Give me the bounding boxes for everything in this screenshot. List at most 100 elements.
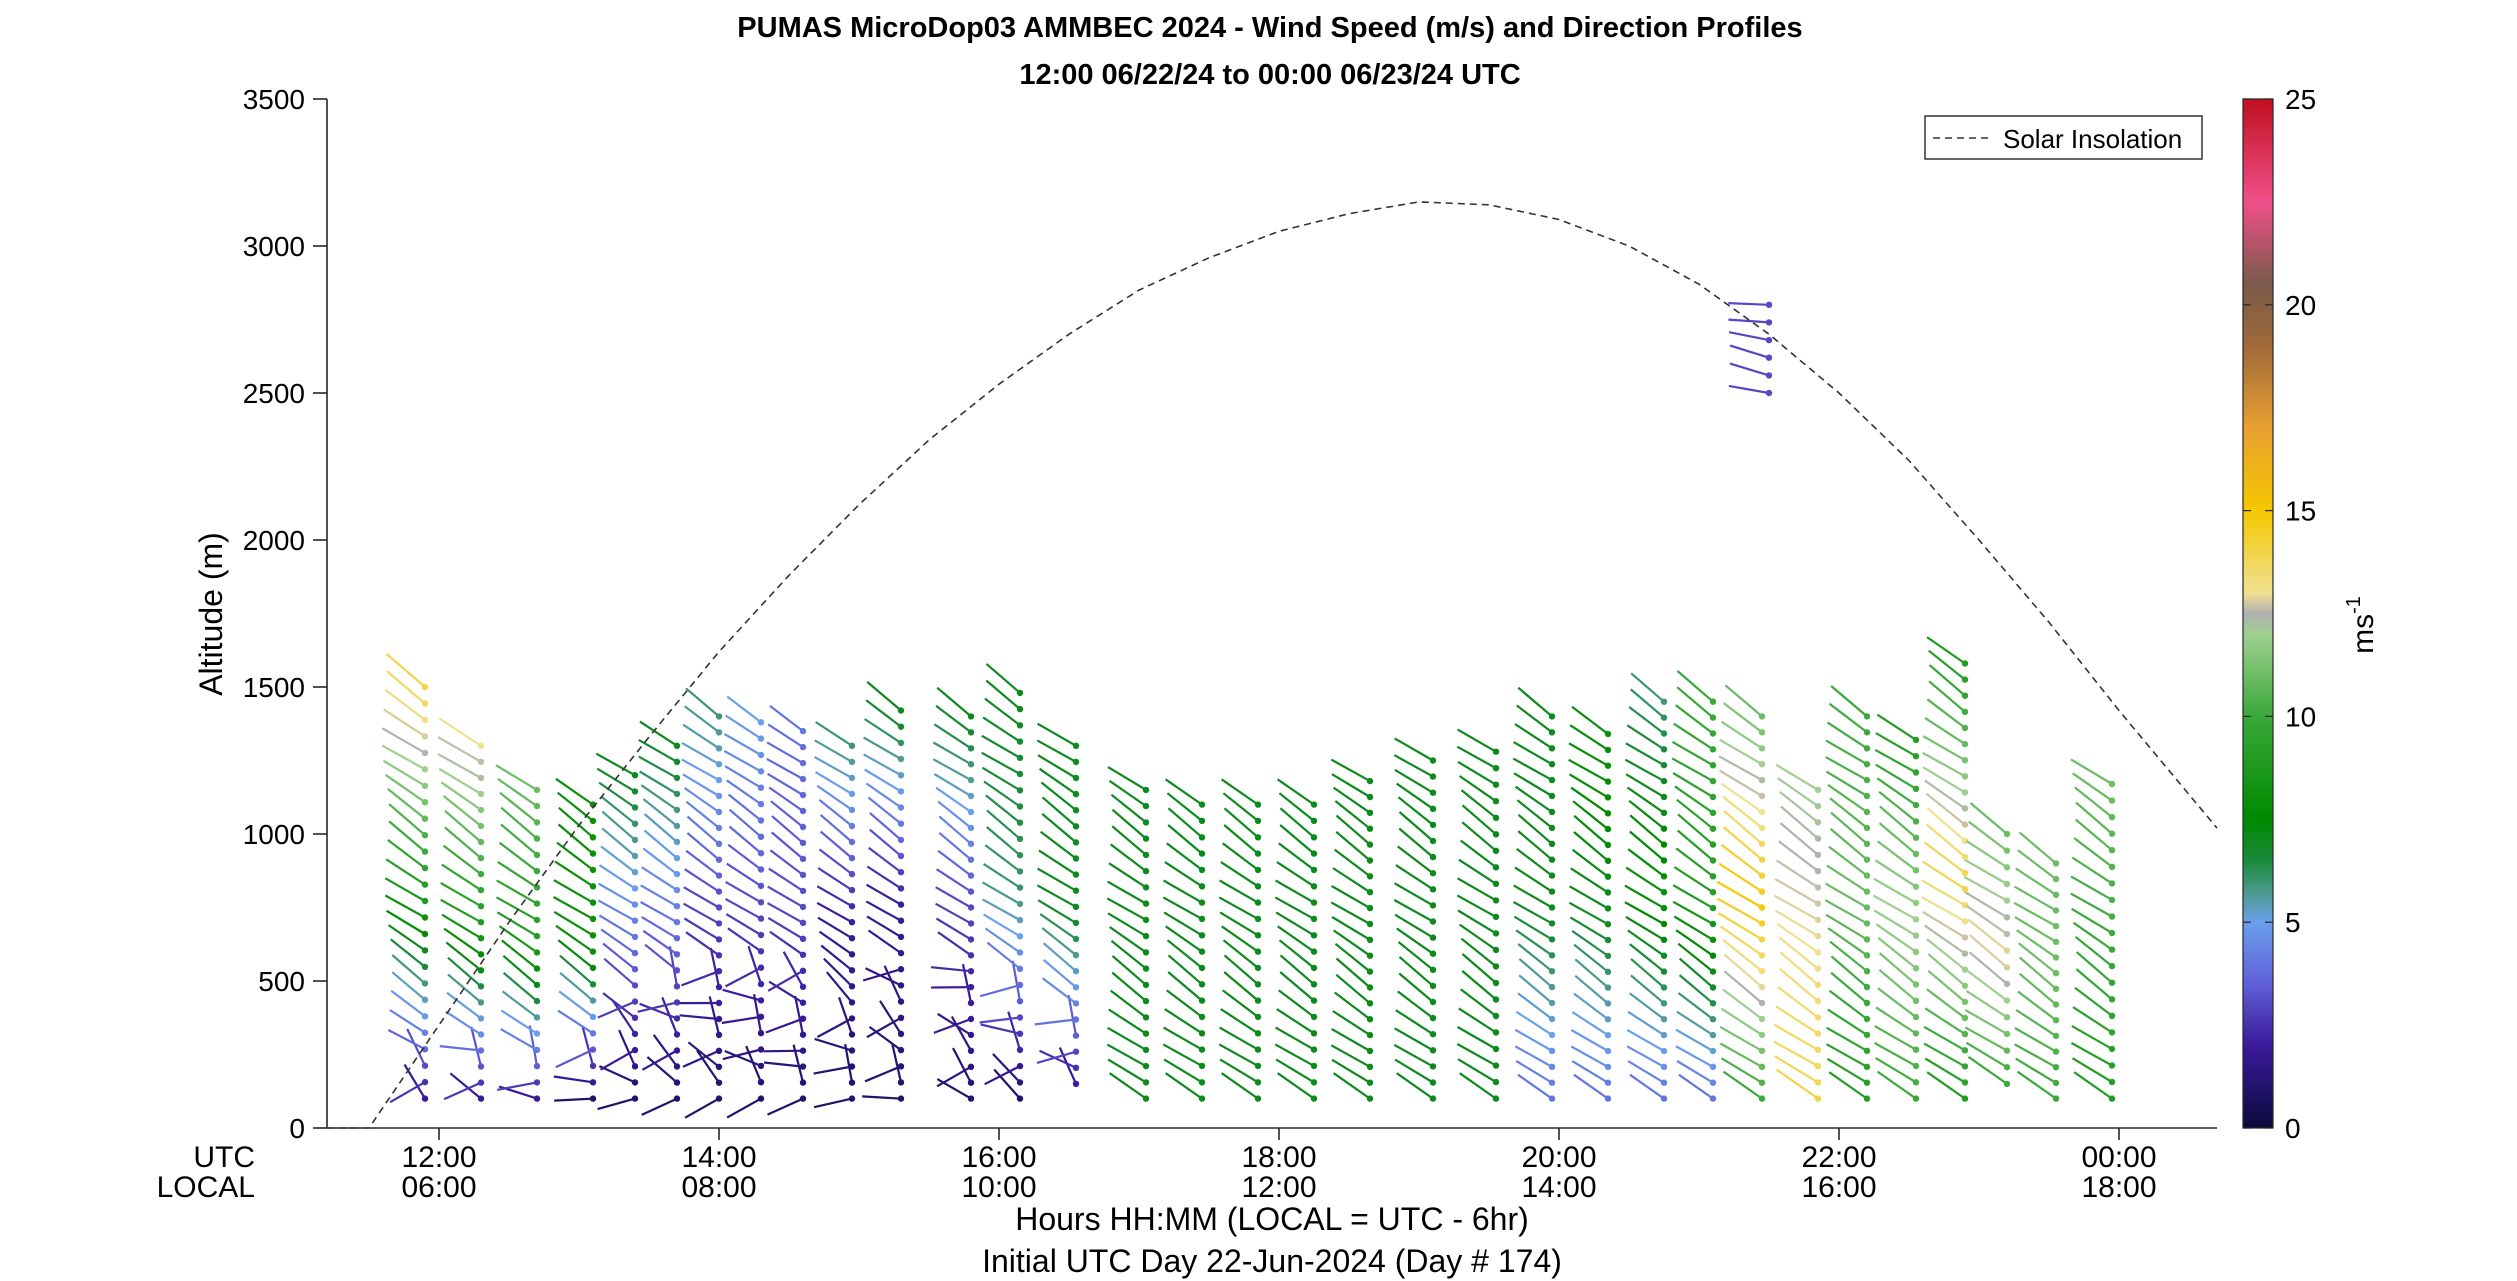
wind-vector <box>1393 899 1437 925</box>
wind-vector-tail <box>1678 1073 1714 1100</box>
wind-vector <box>981 898 1024 924</box>
wind-vector-dot <box>1709 920 1717 928</box>
wind-vector-tail <box>681 758 720 782</box>
wind-vector-tail <box>1460 839 1497 869</box>
wind-vector-tail <box>555 777 594 806</box>
wind-vector <box>1625 773 1668 801</box>
wind-vector-tail <box>1276 1008 1315 1035</box>
wind-vector-tail <box>1569 885 1609 910</box>
wind-vector-dot <box>799 1095 807 1102</box>
wind-vector <box>891 1044 905 1086</box>
wind-vector-tail <box>986 826 1021 857</box>
wind-vector-tail <box>1164 1008 1203 1035</box>
wind-vector-tail <box>684 868 720 893</box>
wind-vector-tail <box>1675 847 1714 878</box>
wind-vector <box>385 858 429 888</box>
wind-vector-dot <box>1758 952 1766 959</box>
wind-vector-tail <box>641 1097 678 1116</box>
wind-vector <box>1878 790 1920 825</box>
wind-vector-tail <box>1513 915 1553 941</box>
wind-vector-tail <box>1223 807 1259 839</box>
wind-vector-dot <box>589 1095 597 1102</box>
wind-vector <box>1876 777 1920 809</box>
wind-vector-tail <box>599 1049 636 1071</box>
wind-vector <box>643 813 681 846</box>
wind-vector <box>1718 755 1766 784</box>
wind-vector <box>447 956 485 990</box>
wind-vector <box>1718 862 1766 895</box>
wind-vector-dot <box>1492 897 1500 904</box>
wind-vector-dot <box>1548 1031 1556 1039</box>
wind-vector-tail <box>817 916 853 940</box>
wind-vector-tail <box>1926 823 1966 858</box>
wind-vector <box>1629 943 1668 975</box>
wind-vector <box>1331 773 1374 801</box>
x-ticks: 12:0006:0014:0008:0016:0010:0018:0012:00… <box>401 1128 2157 1204</box>
wind-vector-tail <box>1829 797 1868 829</box>
wind-vector-dot <box>848 854 856 862</box>
wind-vector-dot <box>1016 705 1024 713</box>
wind-vector-tail <box>440 882 482 908</box>
wind-vector <box>993 1068 1024 1102</box>
wind-vector-tail <box>1630 958 1665 989</box>
wind-vector-tail <box>2015 1057 2057 1084</box>
wind-vector-tail <box>1515 929 1553 957</box>
wind-vector <box>639 1002 681 1022</box>
wind-vector-tail <box>1456 894 1497 918</box>
wind-vector-tail <box>1924 779 1966 810</box>
wind-vector-dot <box>589 1030 597 1037</box>
wind-vector-dot <box>2108 979 2116 986</box>
wind-vector-dot <box>1912 785 1920 792</box>
wind-vector <box>1969 802 2011 838</box>
wind-vector-tail <box>1334 942 1371 973</box>
wind-vector-tail <box>391 954 426 985</box>
wind-vector-tail <box>1034 1018 1077 1026</box>
wind-vector-dot <box>1709 1047 1717 1055</box>
wind-vector-dot <box>421 947 429 954</box>
wind-vector-tail <box>2072 921 2113 951</box>
wind-vector <box>2014 1043 2060 1071</box>
wind-vector-tail <box>1396 927 1434 955</box>
wind-vector-tail <box>1166 792 1203 822</box>
wind-vector-dot <box>757 768 765 775</box>
wind-vector-tail <box>1331 1058 1371 1084</box>
wind-vector <box>685 931 723 959</box>
wind-vector-tail <box>558 990 594 1018</box>
wind-vector-dot <box>1016 738 1024 745</box>
wind-vector-tail <box>1108 779 1147 808</box>
wind-vector-dot <box>1709 1031 1717 1039</box>
wind-vector-tail <box>753 994 763 1034</box>
wind-vector-dot <box>1660 1063 1668 1071</box>
wind-vector <box>556 841 597 874</box>
wind-vector-dot <box>1709 1000 1717 1007</box>
wind-vector-tail <box>864 768 902 793</box>
wind-vector-dot <box>1548 713 1556 720</box>
wind-vector <box>1722 826 1766 863</box>
wind-vector <box>2070 1042 2116 1069</box>
wind-vector-tail <box>643 813 678 843</box>
wind-vector-dot <box>1961 966 1969 973</box>
wind-vector-tail <box>767 916 804 940</box>
wind-vector-dot <box>2003 914 2011 921</box>
wind-vector <box>1517 686 1556 720</box>
wind-vector <box>1331 916 1374 943</box>
wind-vector <box>766 741 807 767</box>
wind-vector-tail <box>1728 318 1770 324</box>
wind-vector-dot <box>2108 1095 2116 1102</box>
wind-vector-tail <box>640 884 678 908</box>
wind-vector-tail <box>1513 772 1553 797</box>
wind-vector-tail <box>1517 992 1553 1020</box>
wind-vector <box>767 885 807 911</box>
x-axis-label-day: Initial UTC Day 22-Jun-2024 (Day # 174) <box>982 1243 1562 1279</box>
wind-vector-tail <box>1106 897 1147 921</box>
wind-vector-dot <box>1254 1062 1262 1070</box>
wind-vector <box>1922 910 1969 941</box>
wind-vector <box>1675 704 1717 737</box>
wind-vector-dot <box>1814 965 1822 972</box>
wind-vector-tail <box>1515 1010 1553 1036</box>
wind-vector-dot <box>1142 1062 1150 1070</box>
wind-vector-dot <box>1254 964 1262 972</box>
wind-vector <box>1042 942 1080 975</box>
wind-vector <box>1516 799 1556 832</box>
wind-vector-tail <box>863 753 902 777</box>
